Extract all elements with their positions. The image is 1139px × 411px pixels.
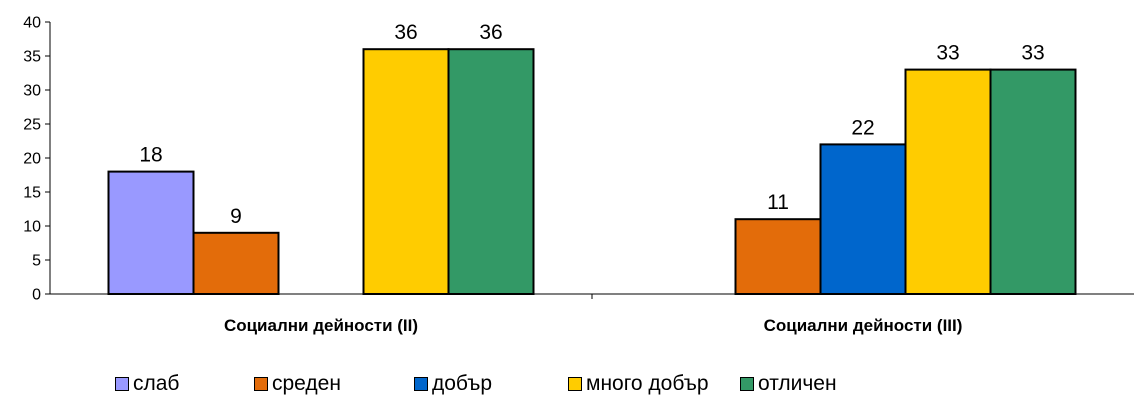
data-label: 18 bbox=[139, 144, 162, 167]
legend-item: отличен bbox=[740, 372, 837, 396]
legend-swatch bbox=[740, 377, 754, 391]
legend-label: много добър bbox=[586, 372, 709, 395]
bar bbox=[819, 143, 907, 295]
y-tick-label: 5 bbox=[32, 253, 41, 270]
legend: слаб среден добър много добър отличен bbox=[0, 372, 1139, 402]
data-label: 33 bbox=[936, 42, 959, 65]
bars bbox=[107, 48, 1077, 296]
data-label: 11 bbox=[767, 191, 789, 214]
legend-item: слаб bbox=[115, 372, 179, 396]
legend-swatch bbox=[414, 377, 428, 391]
legend-label: слаб bbox=[133, 372, 180, 395]
y-tick-label: 25 bbox=[23, 117, 41, 134]
bar bbox=[192, 231, 280, 296]
legend-item: много добър bbox=[568, 372, 709, 396]
bar bbox=[734, 218, 822, 295]
y-tick-label: 0 bbox=[32, 287, 41, 304]
bar-chart: 0 5 10 15 20 25 30 35 40 18 9 36 36 11 22 33 33 Социалн… bbox=[23, 15, 1134, 335]
legend-swatch bbox=[254, 377, 268, 391]
bar bbox=[107, 170, 195, 296]
data-labels: 18 9 36 36 11 22 33 33 bbox=[139, 21, 1044, 228]
data-label: 9 bbox=[230, 205, 242, 228]
y-axis-ticks: 0 5 10 15 20 25 30 35 40 bbox=[23, 15, 50, 304]
bar bbox=[904, 68, 992, 295]
y-tick-label: 35 bbox=[23, 49, 41, 66]
data-label: 36 bbox=[479, 21, 502, 44]
legend-item: среден bbox=[254, 372, 341, 396]
y-tick-label: 10 bbox=[23, 219, 41, 236]
bar bbox=[362, 48, 450, 296]
data-label: 22 bbox=[851, 116, 874, 139]
legend-swatch bbox=[568, 377, 582, 391]
legend-label: добър bbox=[432, 372, 493, 395]
x-category-label: Социални дейности (II) bbox=[224, 316, 418, 335]
legend-swatch bbox=[115, 377, 129, 391]
bar bbox=[447, 48, 535, 296]
data-label: 33 bbox=[1021, 42, 1044, 65]
data-label: 36 bbox=[394, 21, 417, 44]
category-labels: Социални дейности (II) Социални дейности … bbox=[224, 316, 962, 335]
x-category-label: Социални дейности (III) bbox=[764, 316, 963, 335]
y-tick-label: 15 bbox=[23, 185, 41, 202]
bar bbox=[989, 68, 1077, 295]
legend-label: отличен bbox=[758, 372, 837, 395]
y-tick-label: 30 bbox=[23, 83, 41, 100]
legend-item: добър bbox=[414, 372, 492, 396]
y-tick-label: 20 bbox=[23, 151, 41, 168]
y-tick-label: 40 bbox=[23, 15, 41, 32]
legend-label: среден bbox=[272, 372, 341, 395]
